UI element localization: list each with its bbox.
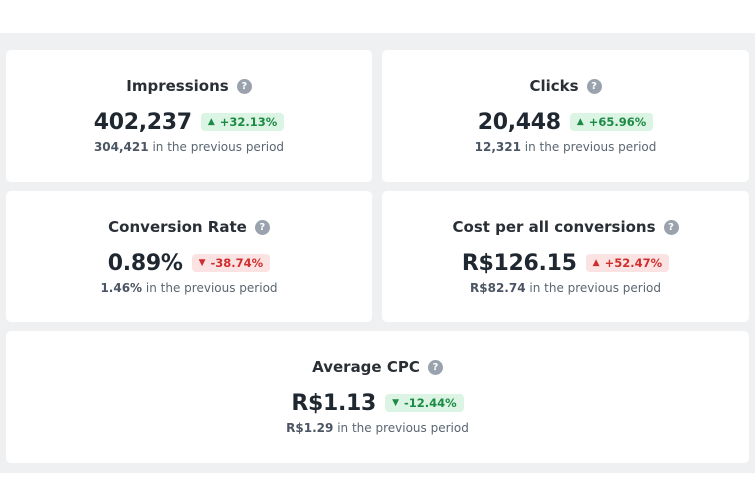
triangle-down-icon: ▼ bbox=[392, 398, 399, 408]
previous-value: 12,321 bbox=[474, 140, 521, 154]
change-value: +32.13% bbox=[219, 115, 278, 129]
previous-label: in the previous period bbox=[145, 281, 278, 295]
change-value: -12.44% bbox=[403, 396, 457, 410]
value-row: R$1.13 ▼ -12.44% bbox=[6, 389, 749, 417]
value-row: 402,237 ▲ +32.13% bbox=[6, 108, 372, 136]
change-badge: ▲ +32.13% bbox=[200, 113, 285, 131]
previous-value: R$1.29 bbox=[286, 421, 334, 435]
help-icon[interactable]: ? bbox=[586, 78, 602, 94]
triangle-up-icon: ▲ bbox=[207, 117, 215, 127]
previous-period-text: 1.46% in the previous period bbox=[6, 281, 372, 295]
value-row: 20,448 ▲ +65.96% bbox=[382, 108, 749, 136]
metric-value: R$126.15 bbox=[461, 250, 577, 276]
clicks-card: Clicks ? 20,448 ▲ +65.96% 12,321 in the … bbox=[382, 50, 749, 182]
change-value: -38.74% bbox=[210, 256, 264, 270]
conversion-rate-card: Conversion Rate ? 0.89% ▼ -38.74% 1.46% … bbox=[6, 191, 372, 322]
impressions-card: Impressions ? 402,237 ▲ +32.13% 304,421 … bbox=[6, 50, 372, 182]
previous-period-text: R$82.74 in the previous period bbox=[382, 281, 749, 295]
triangle-down-icon: ▼ bbox=[198, 258, 206, 268]
triangle-up-icon: ▲ bbox=[576, 117, 584, 127]
metric-value: 0.89% bbox=[107, 250, 183, 276]
metric-value: 402,237 bbox=[93, 109, 192, 135]
metric-value: 20,448 bbox=[477, 109, 561, 135]
help-icon[interactable]: ? bbox=[427, 359, 443, 375]
card-title: Impressions bbox=[126, 77, 229, 95]
previous-label: in the previous period bbox=[152, 140, 285, 154]
change-value: +65.96% bbox=[588, 115, 647, 129]
help-icon[interactable]: ? bbox=[236, 78, 252, 94]
card-title-row: Conversion Rate ? bbox=[6, 217, 372, 237]
change-badge: ▲ +52.47% bbox=[585, 254, 670, 272]
average-cpc-card: Average CPC ? R$1.13 ▼ -12.44% R$1.29 in… bbox=[6, 331, 749, 463]
triangle-up-icon: ▲ bbox=[592, 258, 600, 268]
previous-period-text: R$1.29 in the previous period bbox=[6, 421, 749, 435]
card-title: Clicks bbox=[529, 77, 579, 95]
previous-value: 304,421 bbox=[93, 140, 149, 154]
previous-label: in the previous period bbox=[337, 421, 469, 435]
change-badge: ▼ -12.44% bbox=[385, 394, 464, 412]
change-value: +52.47% bbox=[604, 256, 663, 270]
value-row: R$126.15 ▲ +52.47% bbox=[382, 249, 749, 277]
help-icon[interactable]: ? bbox=[663, 219, 679, 235]
previous-value: R$82.74 bbox=[470, 281, 526, 295]
card-title: Average CPC bbox=[312, 358, 420, 376]
previous-period-text: 304,421 in the previous period bbox=[6, 140, 372, 154]
change-badge: ▲ +65.96% bbox=[569, 113, 654, 131]
cost-per-conversion-card: Cost per all conversions ? R$126.15 ▲ +5… bbox=[382, 191, 749, 322]
previous-label: in the previous period bbox=[529, 281, 661, 295]
card-title-row: Clicks ? bbox=[382, 76, 749, 96]
value-row: 0.89% ▼ -38.74% bbox=[6, 249, 372, 277]
card-title-row: Impressions ? bbox=[6, 76, 372, 96]
card-title: Cost per all conversions bbox=[452, 218, 656, 236]
previous-label: in the previous period bbox=[524, 140, 657, 154]
card-title: Conversion Rate bbox=[108, 218, 247, 236]
previous-value: 1.46% bbox=[100, 281, 143, 295]
card-title-row: Cost per all conversions ? bbox=[382, 217, 749, 237]
card-title-row: Average CPC ? bbox=[6, 357, 749, 377]
help-icon[interactable]: ? bbox=[254, 219, 270, 235]
change-badge: ▼ -38.74% bbox=[191, 254, 271, 272]
previous-period-text: 12,321 in the previous period bbox=[382, 140, 749, 154]
metric-value: R$1.13 bbox=[291, 390, 377, 416]
